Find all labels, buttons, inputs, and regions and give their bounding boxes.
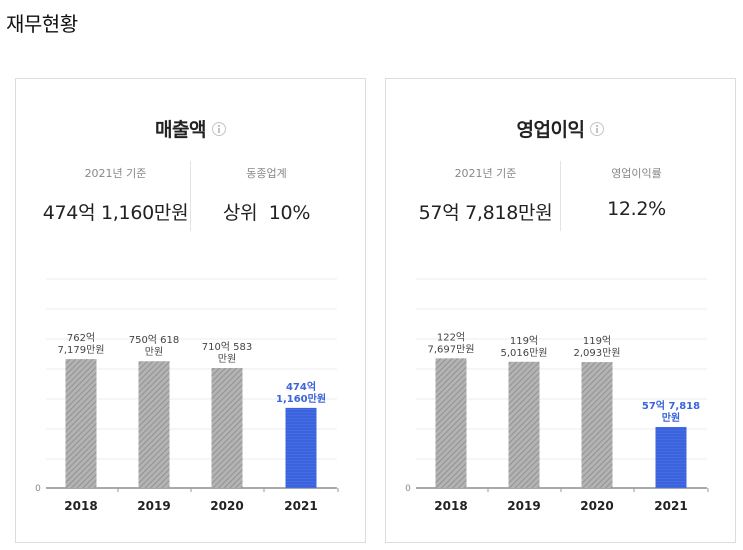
info-icon[interactable]: [590, 121, 605, 136]
info-icon[interactable]: [211, 121, 226, 136]
x-tick-label: 2020: [210, 499, 243, 513]
x-tick-label: 2019: [137, 499, 170, 513]
revenue-industry-label: 동종업계: [246, 167, 287, 180]
operating-profit-base-label: 2021년 기준: [454, 167, 517, 180]
revenue-base-label: 2021년 기준: [84, 167, 147, 180]
bar-2020[interactable]: [581, 362, 613, 488]
operating-margin-label: 영업이익률: [611, 167, 662, 180]
x-tick-label: 2019: [507, 499, 540, 513]
bar-2021[interactable]: [285, 407, 317, 488]
data-label-2019: 750억 618 만원: [129, 334, 180, 358]
data-label-2018: 762억 7,179만원: [57, 332, 104, 356]
stat-divider: [190, 161, 191, 231]
bar-2019[interactable]: [508, 361, 540, 488]
bar-2018[interactable]: [435, 358, 467, 488]
operating-profit-title-text: 영업이익: [516, 119, 585, 141]
bar-2020[interactable]: [211, 368, 243, 488]
bar-2021[interactable]: [655, 426, 687, 488]
revenue-title-text: 매출액: [155, 119, 206, 141]
data-label-2021: 57억 7,818 만원: [642, 400, 700, 424]
y-tick-label: 0: [35, 484, 41, 494]
data-label-2021: 474억 1,160만원: [276, 381, 326, 405]
operating-profit-bar-chart: 0 122억 7,697만원 2018 119억 5,016만원 2019 119억 2,093…: [405, 278, 709, 513]
x-tick-label: 2021: [284, 499, 317, 513]
operating-profit-base-stat: 2021년 기준 57억 7,818만원: [410, 165, 561, 225]
y-tick-label: 0: [405, 484, 411, 494]
data-label-2018: 122억 7,697만원: [427, 331, 474, 355]
bar-2018[interactable]: [65, 359, 97, 488]
operating-margin-value: 12.2%: [607, 198, 666, 220]
page-title: 재무현황: [6, 12, 78, 36]
data-label-2019: 119억 5,016만원: [500, 335, 547, 359]
operating-profit-card-title: 영업이익: [386, 115, 735, 142]
operating-profit-base-value: 57억 7,818만원: [418, 202, 553, 224]
revenue-industry-value: 상위 10%: [222, 202, 311, 224]
stat-divider: [560, 161, 561, 231]
revenue-bar-chart: 0 762억 7,179만원 2018 750억 618 만원 2019 710억 583 만원…: [35, 278, 339, 513]
x-tick-label: 2021: [654, 499, 687, 513]
revenue-card-title: 매출액: [16, 115, 365, 142]
data-label-2020: 119억 2,093만원: [573, 335, 620, 359]
x-tick-label: 2018: [434, 499, 467, 513]
revenue-industry-stat: 동종업계 상위 10%: [191, 165, 342, 225]
bar-2019[interactable]: [138, 361, 170, 488]
revenue-card: 매출액 2021년 기준 474억 1,160만원 동종업계 상위 10% 0 7…: [15, 78, 366, 543]
x-tick-label: 2020: [580, 499, 613, 513]
data-label-2020: 710억 583 만원: [202, 341, 253, 365]
operating-profit-card: 영업이익 2021년 기준 57억 7,818만원 영업이익률 12.2% 0 1…: [385, 78, 736, 543]
x-tick-label: 2018: [64, 499, 97, 513]
operating-margin-stat: 영업이익률 12.2%: [561, 165, 712, 220]
revenue-base-value: 474억 1,160만원: [42, 202, 189, 224]
revenue-base-stat: 2021년 기준 474억 1,160만원: [40, 165, 191, 225]
